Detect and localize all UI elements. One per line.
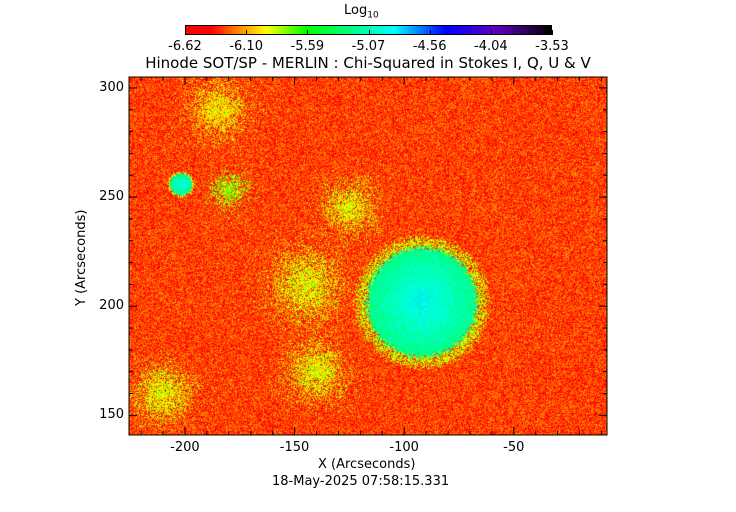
plot-frame	[128, 76, 608, 436]
chart-title: Hinode SOT/SP - MERLIN : Chi-Squared in …	[145, 54, 591, 72]
colorbar-tick-label: -5.07	[351, 39, 386, 54]
x-axis-label: X (Arcseconds)	[318, 457, 416, 472]
y-tick-label: 250	[99, 189, 124, 205]
colorbar-tick	[246, 30, 248, 35]
colorbar-tick	[185, 30, 186, 35]
colorbar-tick-label: -5.59	[290, 39, 325, 54]
colorbar-tick-label: -6.62	[168, 39, 202, 54]
colorbar-tick	[490, 30, 492, 35]
colorbar-tick-label: -4.56	[412, 39, 447, 54]
plot-axes	[128, 76, 608, 436]
colorbar-tick-label: -4.04	[474, 39, 508, 54]
y-tick-label: 150	[99, 407, 124, 423]
y-axis-label: Y (Arcseconds)	[74, 209, 89, 306]
heatmap-plot-area	[128, 76, 608, 436]
x-tick-label: -200	[170, 440, 200, 455]
colorbar-tick	[307, 30, 309, 35]
colorbar-tick-label: -6.10	[229, 39, 263, 54]
y-tick-label: 200	[99, 298, 124, 314]
colorbar-tick	[368, 30, 370, 35]
colorbar-label: Log10	[344, 3, 379, 21]
colorbar-tick	[552, 30, 553, 35]
colorbar-tick-label: -3.53	[535, 39, 569, 54]
x-tick-label: -100	[389, 440, 419, 455]
x-tick-label: -150	[279, 440, 310, 455]
x-tick-label: -50	[503, 440, 525, 455]
timestamp: 18-May-2025 07:58:15.331	[272, 474, 450, 489]
colorbar-tick	[429, 30, 431, 35]
heatmap-image	[129, 77, 607, 435]
y-tick-label: 300	[99, 79, 124, 95]
